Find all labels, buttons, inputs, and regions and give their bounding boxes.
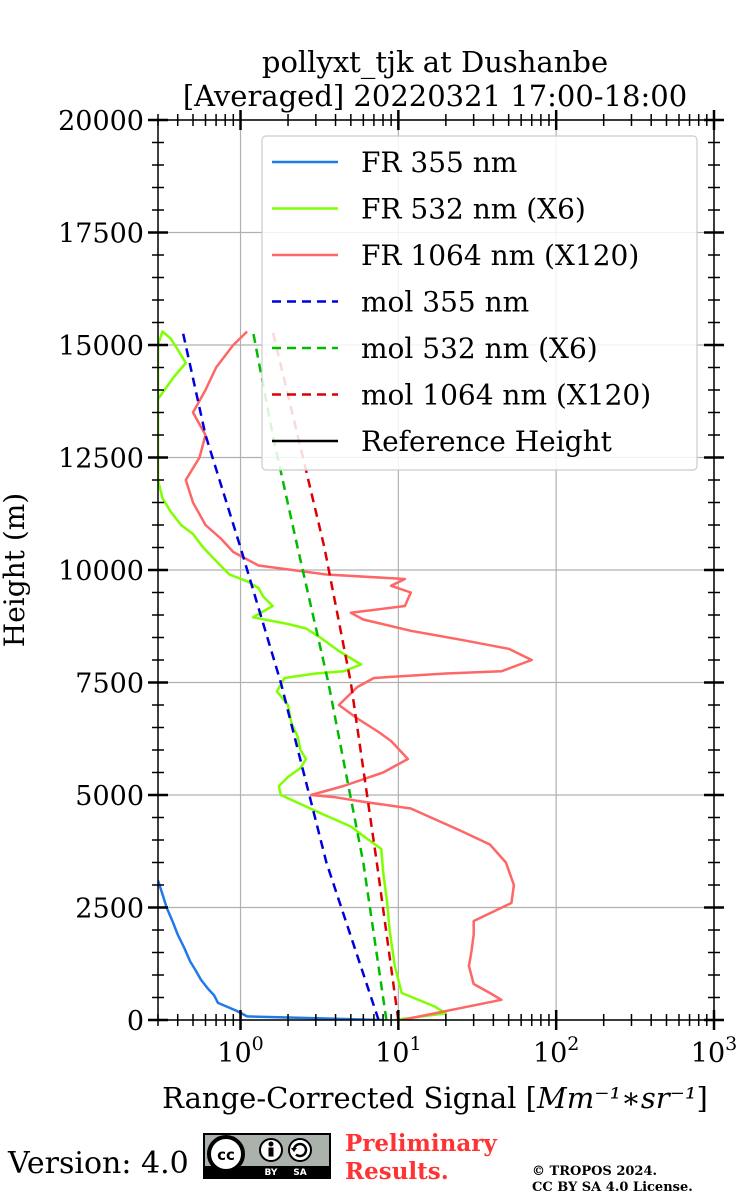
version-label: Version: 4.0	[8, 1146, 189, 1181]
sa-share-icon	[288, 1138, 312, 1162]
copyright-line1: © TROPOS 2024.	[532, 1164, 658, 1179]
legend-label-mol-355-nm: mol 355 nm	[361, 286, 529, 319]
chart-title-line2: [Averaged] 20220321 17:00-18:00	[183, 79, 687, 113]
plot-area	[158, 330, 533, 1020]
x-axis-label-close: ]	[697, 1081, 708, 1115]
cc-text: cc	[217, 1146, 235, 1164]
series-line-fr-1064-nm-x120	[184, 330, 533, 1020]
legend-box	[261, 135, 698, 471]
legend-label-fr-1064-nm-x120: FR 1064 nm (X120)	[361, 239, 639, 272]
legend-label-reference-height: Reference Height	[361, 425, 613, 458]
series-line-mol-355-nm	[181, 331, 380, 1020]
legend: FR 355 nm FR 532 nm (X6) FR 1064 nm (X120)…	[261, 135, 698, 471]
y-tick-label-17500: 17500	[58, 219, 144, 250]
y-tick-label-7500: 7500	[75, 669, 144, 700]
chart-title-line1: pollyxt_tjk at Dushanbe	[262, 45, 608, 80]
x-tick-label-100: 102	[533, 1033, 579, 1069]
copyright-notice: © TROPOS 2024. CC BY SA 4.0 License.	[532, 1164, 693, 1196]
legend-label-fr-355-nm: FR 355 nm	[361, 146, 517, 179]
series-line-mol-532-nm-x6	[251, 331, 388, 1020]
series-line-mol-1064-nm-x120	[271, 331, 400, 1020]
y-tick-label-12500: 12500	[58, 444, 144, 475]
x-tick-label-10: 101	[375, 1033, 421, 1069]
by-text: BY	[265, 1168, 278, 1178]
sa-text: SA	[293, 1168, 306, 1178]
y-tick-label-10000: 10000	[58, 556, 144, 587]
series-line-fr-532-nm-x6	[158, 330, 448, 1020]
legend-label-mol-532-nm-x6: mol 532 nm (X6)	[361, 332, 598, 365]
copyright-line2: CC BY SA 4.0 License.	[532, 1180, 693, 1195]
y-axis-label: Height (m)	[0, 493, 31, 647]
plot-frame	[157, 119, 715, 1021]
y-tick-label-0: 0	[127, 1006, 144, 1037]
legend-label-mol-1064-nm-x120: mol 1064 nm (X120)	[361, 379, 651, 412]
preliminary-notice: Preliminary Results.	[345, 1130, 497, 1186]
x-tick-label-1: 100	[217, 1033, 263, 1069]
y-tick-label-5000: 5000	[75, 781, 144, 812]
preliminary-line1: Preliminary	[345, 1130, 497, 1157]
x-axis-label-main: Range-Corrected Signal [	[162, 1081, 537, 1115]
x-axis-label-unit: Mm⁻¹∗sr⁻¹	[536, 1081, 697, 1115]
cc-by-sa-badge: cc BY SA	[203, 1133, 331, 1179]
x-tick-label-1000: 103	[691, 1033, 737, 1069]
preliminary-line2: Results.	[345, 1158, 449, 1185]
y-tick-label-2500: 2500	[75, 894, 144, 925]
y-tick-label-20000: 20000	[58, 106, 144, 137]
x-axis-label: Range-Corrected Signal [Mm⁻¹∗sr⁻¹]	[162, 1081, 708, 1115]
series-line-fr-355-nm	[158, 880, 384, 1020]
cc-icon	[207, 1135, 245, 1173]
y-tick-label-15000: 15000	[58, 331, 144, 362]
legend-items: FR 355 nm FR 532 nm (X6) FR 1064 nm (X120)…	[272, 146, 651, 458]
legend-label-fr-532-nm-x6: FR 532 nm (X6)	[361, 193, 586, 226]
